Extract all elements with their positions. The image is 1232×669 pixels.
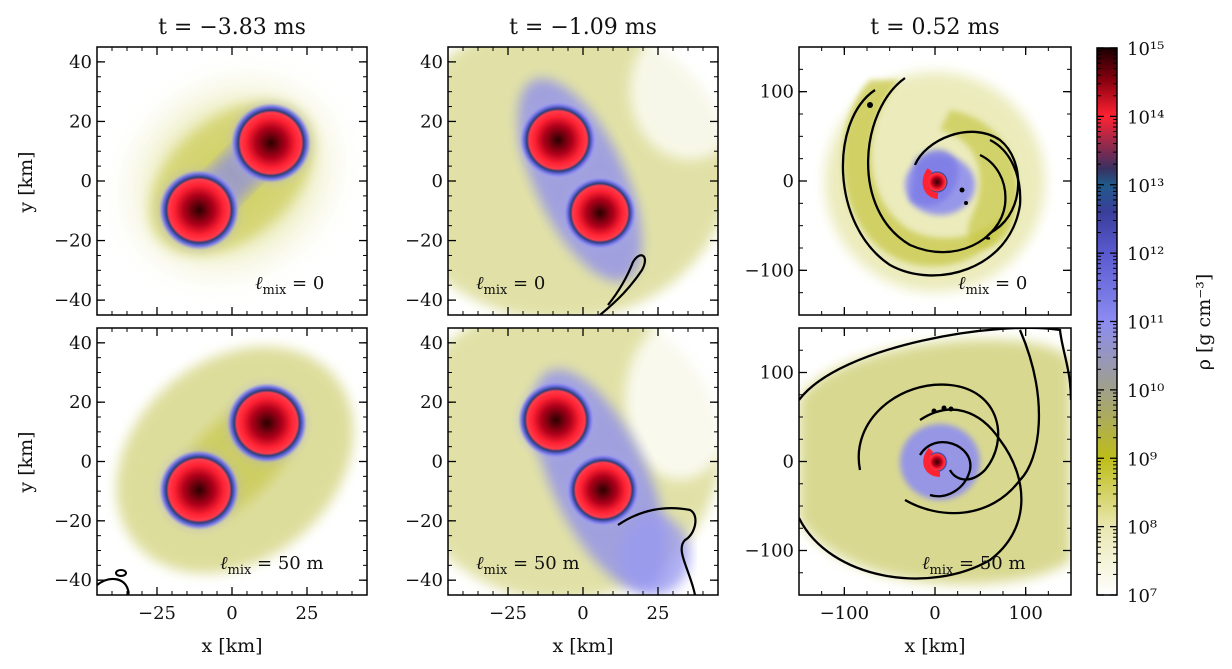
neutron-star-2: [159, 450, 239, 530]
density-contour: [799, 408, 1023, 580]
y-tick-label: 0: [783, 171, 794, 192]
column-title-1: t = −3.83 ms: [158, 15, 306, 40]
colorbar-tick-label: 10¹¹: [1127, 313, 1164, 334]
x-axis-label-col3: x [km]: [904, 635, 965, 657]
panel-r1-c3: [799, 47, 1071, 315]
y-tick-label: 40: [69, 52, 92, 73]
remnant-core: [926, 451, 948, 473]
density-contour: [919, 441, 972, 498]
neutron-star-1: [518, 382, 594, 458]
annotation-r2-c1: ℓmix = 50 m: [220, 553, 324, 578]
y-tick-label: −40: [54, 290, 92, 311]
neutron-star-1: [227, 383, 307, 463]
density-contour: [617, 507, 697, 595]
x-axis-label-col1: x [km]: [201, 635, 262, 657]
y-tick-label: 20: [420, 392, 443, 413]
panel-r2-c1: [97, 328, 367, 595]
neutron-star-1: [520, 102, 596, 178]
y-tick-label: 0: [81, 452, 92, 473]
y-tick-label: −20: [54, 231, 92, 252]
y-tick-label: 0: [783, 452, 794, 473]
panel-r1-c2: [448, 47, 718, 315]
y-tick-label: −40: [405, 290, 443, 311]
colorbar-tick-label: 10⁹: [1127, 449, 1157, 470]
x-axis-label-col2: x [km]: [552, 635, 613, 657]
annotation-r1-c2: ℓmix = 0: [476, 273, 545, 298]
neutron-star-2: [159, 170, 239, 250]
x-tick-label: 25: [647, 603, 670, 624]
x-tick-label: −100: [820, 603, 869, 624]
y-tick-label: 20: [69, 111, 92, 132]
neutron-star-1: [231, 103, 311, 183]
y-tick-label: −20: [405, 511, 443, 532]
y-tick-label: 20: [69, 392, 92, 413]
y-tick-label: −40: [54, 570, 92, 591]
panel-r2-c2: [448, 328, 718, 595]
colorbar-tick-label: 10¹²: [1127, 244, 1164, 265]
density-contour: [866, 77, 1007, 254]
y-tick-label: 20: [420, 111, 443, 132]
y-tick-label: 40: [420, 333, 443, 354]
colorbar-label: ρ [g cm⁻³]: [1193, 274, 1215, 371]
y-tick-label: 100: [760, 82, 794, 103]
annotation-r2-c2: ℓmix = 50 m: [476, 553, 580, 578]
density-contour: [913, 130, 1020, 240]
y-tick-label: 100: [760, 363, 794, 384]
x-tick-label: 100: [1008, 603, 1042, 624]
annotation-r2-c3: ℓmix = 50 m: [922, 553, 1026, 578]
density-contour: [97, 577, 130, 595]
column-title-3: t = 0.52 ms: [870, 15, 999, 40]
x-tick-label: 0: [929, 603, 940, 624]
y-tick-label: −100: [745, 260, 794, 281]
y-tick-label: 0: [432, 171, 443, 192]
y-tick-label: 0: [432, 452, 443, 473]
colorbar-tick-label: 10⁷: [1127, 586, 1157, 607]
x-tick-label: 0: [226, 603, 237, 624]
neutron-star-2: [567, 454, 639, 526]
y-axis-label-row1: y [km]: [15, 151, 37, 213]
panel-r1-c1: [97, 47, 367, 315]
colorbar-tick-label: 10¹⁰: [1127, 381, 1164, 402]
y-tick-label: 0: [81, 171, 92, 192]
y-tick-label: −100: [745, 541, 794, 562]
colorbar-tick-label: 10¹⁴: [1127, 107, 1164, 128]
y-axis-label-row2: y [km]: [15, 431, 37, 493]
y-tick-label: 40: [420, 52, 443, 73]
annotation-r1-c3: ℓmix = 0: [958, 273, 1027, 298]
x-tick-label: 25: [296, 603, 319, 624]
column-title-2: t = −1.09 ms: [509, 15, 657, 40]
density-contour: [857, 383, 1000, 481]
x-tick-label: 0: [577, 603, 588, 624]
x-tick-label: −25: [138, 603, 176, 624]
remnant-core: [925, 170, 949, 194]
colorbar: 10⁷ 10⁸ 10⁹ 10¹⁰ 10¹¹ 10¹² 10¹³ 10¹⁴ 10¹⁵ ρ [g c…: [1096, 39, 1215, 607]
annotation-r1-c1: ℓmix = 0: [255, 273, 324, 298]
y-tick-label: −20: [54, 511, 92, 532]
panel-r2-c3: [799, 328, 1071, 595]
y-tick-label: 40: [69, 333, 92, 354]
y-tick-label: −20: [405, 231, 443, 252]
colorbar-tick-label: 10¹³: [1127, 176, 1164, 197]
colorbar-tick-label: 10⁸: [1127, 518, 1157, 539]
x-tick-label: −25: [489, 603, 527, 624]
colorbar-tick-label: 10¹⁵: [1127, 39, 1164, 60]
neutron-star-2: [564, 177, 636, 249]
density-contour: [599, 254, 647, 315]
y-tick-label: −40: [405, 570, 443, 591]
